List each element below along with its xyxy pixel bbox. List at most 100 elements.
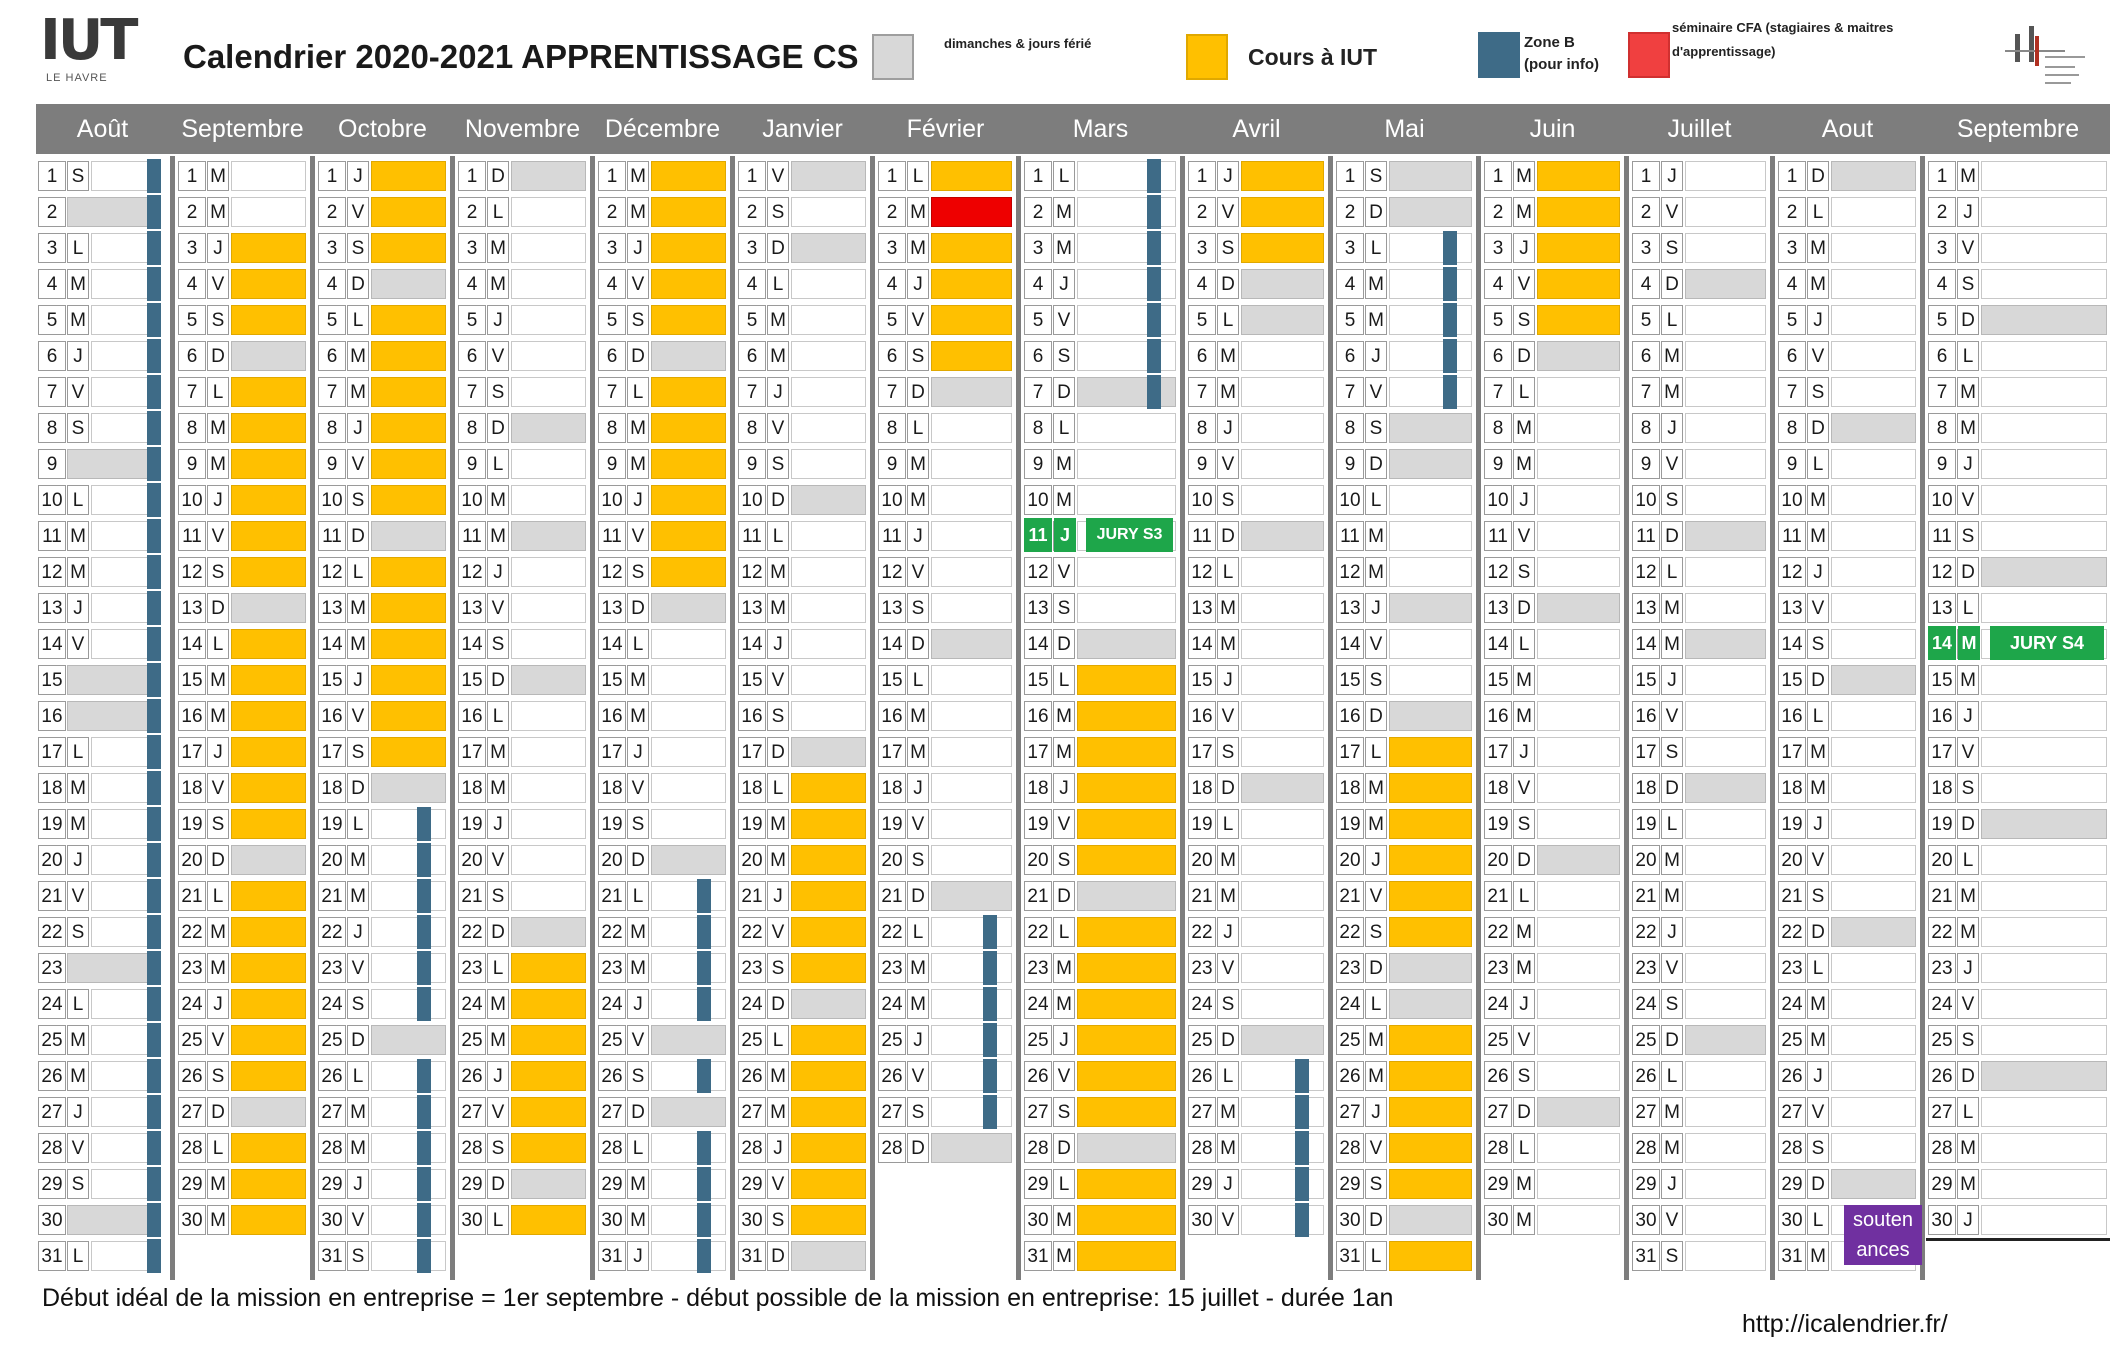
day-letter: S [1661,233,1683,263]
day-fill [1077,881,1176,911]
day-number: 23 [1484,953,1512,983]
day-fill [791,269,866,299]
day-letter: V [767,917,789,947]
day-letter: L [67,485,89,515]
day-fill [371,881,446,911]
day-number: 19 [878,809,906,839]
day-number: 30 [1928,1205,1956,1235]
day-fill [651,773,726,803]
zone-b-marker [147,879,161,913]
day-number: 5 [38,305,66,335]
day-fill [651,521,726,551]
day-letter: S [1957,1025,1979,1055]
day-fill [511,1169,586,1199]
day-number: 1 [1632,161,1660,191]
day-fill [511,449,586,479]
day-fill [1389,341,1472,371]
day-number: 18 [1024,773,1052,803]
day-fill [1831,773,1916,803]
day-letter: S [67,413,89,443]
day-fill [1241,593,1324,623]
day-letter: M [1513,665,1535,695]
day-letter: V [67,377,89,407]
day-fill [1981,413,2107,443]
day-fill [1981,1061,2107,1091]
day-fill [91,773,154,803]
day-number: 13 [1778,593,1806,623]
day-number: 17 [1632,737,1660,767]
day-fill [1241,881,1324,911]
day-letter: S [207,305,229,335]
day-number: 8 [1484,413,1512,443]
day-letter: J [67,1097,89,1127]
day-number: 27 [1024,1097,1052,1127]
day-fill [931,593,1012,623]
day-number: 6 [38,341,66,371]
day-fill [1831,1061,1916,1091]
legend-gray-swatch [872,34,914,80]
day-letter: V [1365,377,1387,407]
day-letter: S [627,809,649,839]
day-number: 10 [1928,485,1956,515]
day-letter: L [767,521,789,551]
day-fill [1389,701,1472,731]
day-letter: S [1365,917,1387,947]
day-fill [1831,737,1916,767]
day-number: 7 [178,377,206,407]
day-fill [791,953,866,983]
day-letter: V [487,593,509,623]
day-number: 13 [1632,593,1660,623]
day-fill [931,917,1012,947]
day-letter: M [767,305,789,335]
day-number: 17 [38,737,66,767]
day-fill [1077,917,1176,947]
day-number: 24 [598,989,626,1019]
day-number: 8 [1778,413,1806,443]
day-fill [511,989,586,1019]
day-fill [931,233,1012,263]
day-number: 1 [1928,161,1956,191]
day-fill [651,1097,726,1127]
day-fill [1241,1097,1324,1127]
day-number: 21 [1778,881,1806,911]
day-letter: J [907,521,929,551]
day-letter: S [1957,269,1979,299]
day-number: 28 [1188,1133,1216,1163]
day-letter: M [1513,449,1535,479]
day-number: 14 [1336,629,1364,659]
day-letter: V [347,953,369,983]
day-fill [1389,1025,1472,1055]
day-fill [1831,629,1916,659]
day-letter: M [487,989,509,1019]
day-fill [231,449,306,479]
day-number: 12 [878,557,906,587]
day-letter: L [1053,665,1075,695]
day-number: 14 [878,629,906,659]
day-fill [791,557,866,587]
day-fill [1537,449,1620,479]
day-fill [371,953,446,983]
day-fill [371,161,446,191]
day-letter: S [767,1205,789,1235]
day-number: 25 [1632,1025,1660,1055]
day-letter: D [627,845,649,875]
day-letter: J [627,737,649,767]
day-fill [1981,1133,2107,1163]
day-number: 24 [1188,989,1216,1019]
zone-b-marker [697,1131,711,1165]
day-number: 23 [1632,953,1660,983]
day-letter: D [1365,1205,1387,1235]
day-letter: M [1365,269,1387,299]
day-letter: M [1217,1097,1239,1127]
zone-b-marker [697,987,711,1021]
day-letter: D [1661,269,1683,299]
zone-b-marker [147,195,161,229]
month-header: Juin [1529,115,1576,143]
day-number: 28 [1778,1133,1806,1163]
day-fill [1831,161,1916,191]
day-number: 20 [38,845,66,875]
day-number: 13 [1928,593,1956,623]
day-letter: D [1513,593,1535,623]
day-letter: M [487,1025,509,1055]
day-letter: L [1513,881,1535,911]
